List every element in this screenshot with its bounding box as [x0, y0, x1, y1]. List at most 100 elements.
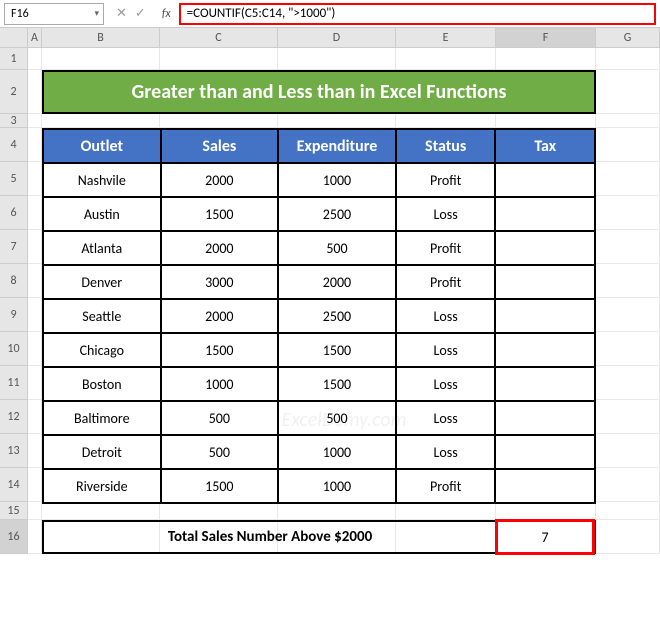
table-row: Boston10001500Loss	[43, 367, 595, 401]
cell-status[interactable]: Loss	[396, 197, 496, 231]
enter-icon[interactable]: ✓	[135, 6, 146, 21]
cells-area[interactable]: Greater than and Less than in Excel Func…	[28, 48, 660, 554]
cell-exp[interactable]: 1000	[278, 435, 396, 469]
table-row: Denver30002000Profit	[43, 265, 595, 299]
cell-outlet[interactable]: Austin	[43, 197, 161, 231]
cell-exp[interactable]: 500	[278, 231, 396, 265]
cell-outlet[interactable]: Nashvile	[43, 163, 161, 197]
cell-sales[interactable]: 500	[161, 401, 278, 435]
col-header-c[interactable]: C	[160, 28, 278, 47]
cell-tax[interactable]	[495, 231, 595, 265]
cell-outlet[interactable]: Detroit	[43, 435, 161, 469]
row-header-1[interactable]: 1	[0, 48, 28, 70]
th-outlet: Outlet	[43, 129, 161, 163]
row-header-8[interactable]: 8	[0, 264, 28, 298]
row-header-11[interactable]: 11	[0, 366, 28, 400]
cell-outlet[interactable]: Seattle	[43, 299, 161, 333]
cell-sales[interactable]: 1500	[161, 197, 278, 231]
cell-tax[interactable]	[495, 367, 595, 401]
data-table: Outlet Sales Expenditure Status Tax Nash…	[42, 128, 596, 504]
row-header-16[interactable]: 16	[0, 520, 28, 554]
th-status: Status	[396, 129, 496, 163]
row-header-12[interactable]: 12	[0, 400, 28, 434]
th-sales: Sales	[161, 129, 278, 163]
cell-tax[interactable]	[495, 299, 595, 333]
cell-tax[interactable]	[495, 333, 595, 367]
cell-sales[interactable]: 2000	[161, 163, 278, 197]
fx-icon[interactable]: fx	[158, 7, 175, 21]
cell-status[interactable]: Profit	[396, 469, 496, 503]
formula-bar: F16 ✕ ✓ fx =COUNTIF(C5:C14, ">1000")	[0, 0, 660, 28]
total-value[interactable]: 7	[495, 519, 595, 555]
cell-exp[interactable]: 1500	[278, 367, 396, 401]
table-row: Chicago15001500Loss	[43, 333, 595, 367]
col-header-b[interactable]: B	[42, 28, 160, 47]
row-header-3[interactable]: 3	[0, 114, 28, 128]
cell-exp[interactable]: 500	[278, 401, 396, 435]
cell-exp[interactable]: 2500	[278, 197, 396, 231]
row-header-10[interactable]: 10	[0, 332, 28, 366]
row-header-2[interactable]: 2	[0, 70, 28, 114]
cell-outlet[interactable]: Atlanta	[43, 231, 161, 265]
cell-tax[interactable]	[495, 469, 595, 503]
cell-tax[interactable]	[495, 163, 595, 197]
total-label: Total Sales Number Above $2000	[44, 522, 498, 552]
select-all-corner[interactable]	[0, 28, 28, 47]
row-header-9[interactable]: 9	[0, 298, 28, 332]
cell-status[interactable]: Loss	[396, 333, 496, 367]
formula-input[interactable]: =COUNTIF(C5:C14, ">1000")	[179, 3, 656, 25]
cell-status[interactable]: Loss	[396, 367, 496, 401]
cell-sales[interactable]: 3000	[161, 265, 278, 299]
cell-outlet[interactable]: Baltimore	[43, 401, 161, 435]
cell-status[interactable]: Profit	[396, 231, 496, 265]
row-header-14[interactable]: 14	[0, 468, 28, 502]
row-header-5[interactable]: 5	[0, 162, 28, 196]
cell-tax[interactable]	[495, 197, 595, 231]
table-row: Detroit5001000Loss	[43, 435, 595, 469]
table-row: Baltimore500500Loss	[43, 401, 595, 435]
cell-status[interactable]: Profit	[396, 163, 496, 197]
col-header-f[interactable]: F	[496, 28, 596, 47]
table-row: Nashvile20001000Profit	[43, 163, 595, 197]
cell-status[interactable]: Loss	[396, 299, 496, 333]
column-headers: A B C D E F G	[0, 28, 660, 48]
cell-sales[interactable]: 500	[161, 435, 278, 469]
cell-outlet[interactable]: Riverside	[43, 469, 161, 503]
formula-bar-icons: ✕ ✓	[108, 6, 154, 21]
cell-status[interactable]: Loss	[396, 435, 496, 469]
cell-tax[interactable]	[495, 435, 595, 469]
col-header-d[interactable]: D	[278, 28, 396, 47]
cell-sales[interactable]: 1500	[161, 333, 278, 367]
cell-exp[interactable]: 2000	[278, 265, 396, 299]
cell-outlet[interactable]: Boston	[43, 367, 161, 401]
row-header-6[interactable]: 6	[0, 196, 28, 230]
cell-status[interactable]: Loss	[396, 401, 496, 435]
table-row: Seattle20002500Loss	[43, 299, 595, 333]
row-header-13[interactable]: 13	[0, 434, 28, 468]
page-title: Greater than and Less than in Excel Func…	[42, 70, 596, 114]
cell-outlet[interactable]: Denver	[43, 265, 161, 299]
cell-sales[interactable]: 1000	[161, 367, 278, 401]
cell-exp[interactable]: 1500	[278, 333, 396, 367]
cell-tax[interactable]	[495, 265, 595, 299]
table-row: Riverside15001000Profit	[43, 469, 595, 503]
cell-exp[interactable]: 2500	[278, 299, 396, 333]
row-header-7[interactable]: 7	[0, 230, 28, 264]
cell-exp[interactable]: 1000	[278, 163, 396, 197]
name-box[interactable]: F16	[4, 3, 104, 25]
row-header-15[interactable]: 15	[0, 502, 28, 520]
row-headers: 1 2 3 4 5 6 7 8 9 10 11 12 13 14 15 16	[0, 48, 28, 554]
row-header-4[interactable]: 4	[0, 128, 28, 162]
cell-status[interactable]: Profit	[396, 265, 496, 299]
cell-sales[interactable]: 2000	[161, 231, 278, 265]
cell-tax[interactable]	[495, 401, 595, 435]
table-row: Atlanta2000500Profit	[43, 231, 595, 265]
cell-outlet[interactable]: Chicago	[43, 333, 161, 367]
col-header-g[interactable]: G	[596, 28, 660, 47]
col-header-e[interactable]: E	[396, 28, 496, 47]
col-header-a[interactable]: A	[28, 28, 42, 47]
cell-exp[interactable]: 1000	[278, 469, 396, 503]
cell-sales[interactable]: 1500	[161, 469, 278, 503]
cancel-icon[interactable]: ✕	[116, 6, 127, 21]
cell-sales[interactable]: 2000	[161, 299, 278, 333]
